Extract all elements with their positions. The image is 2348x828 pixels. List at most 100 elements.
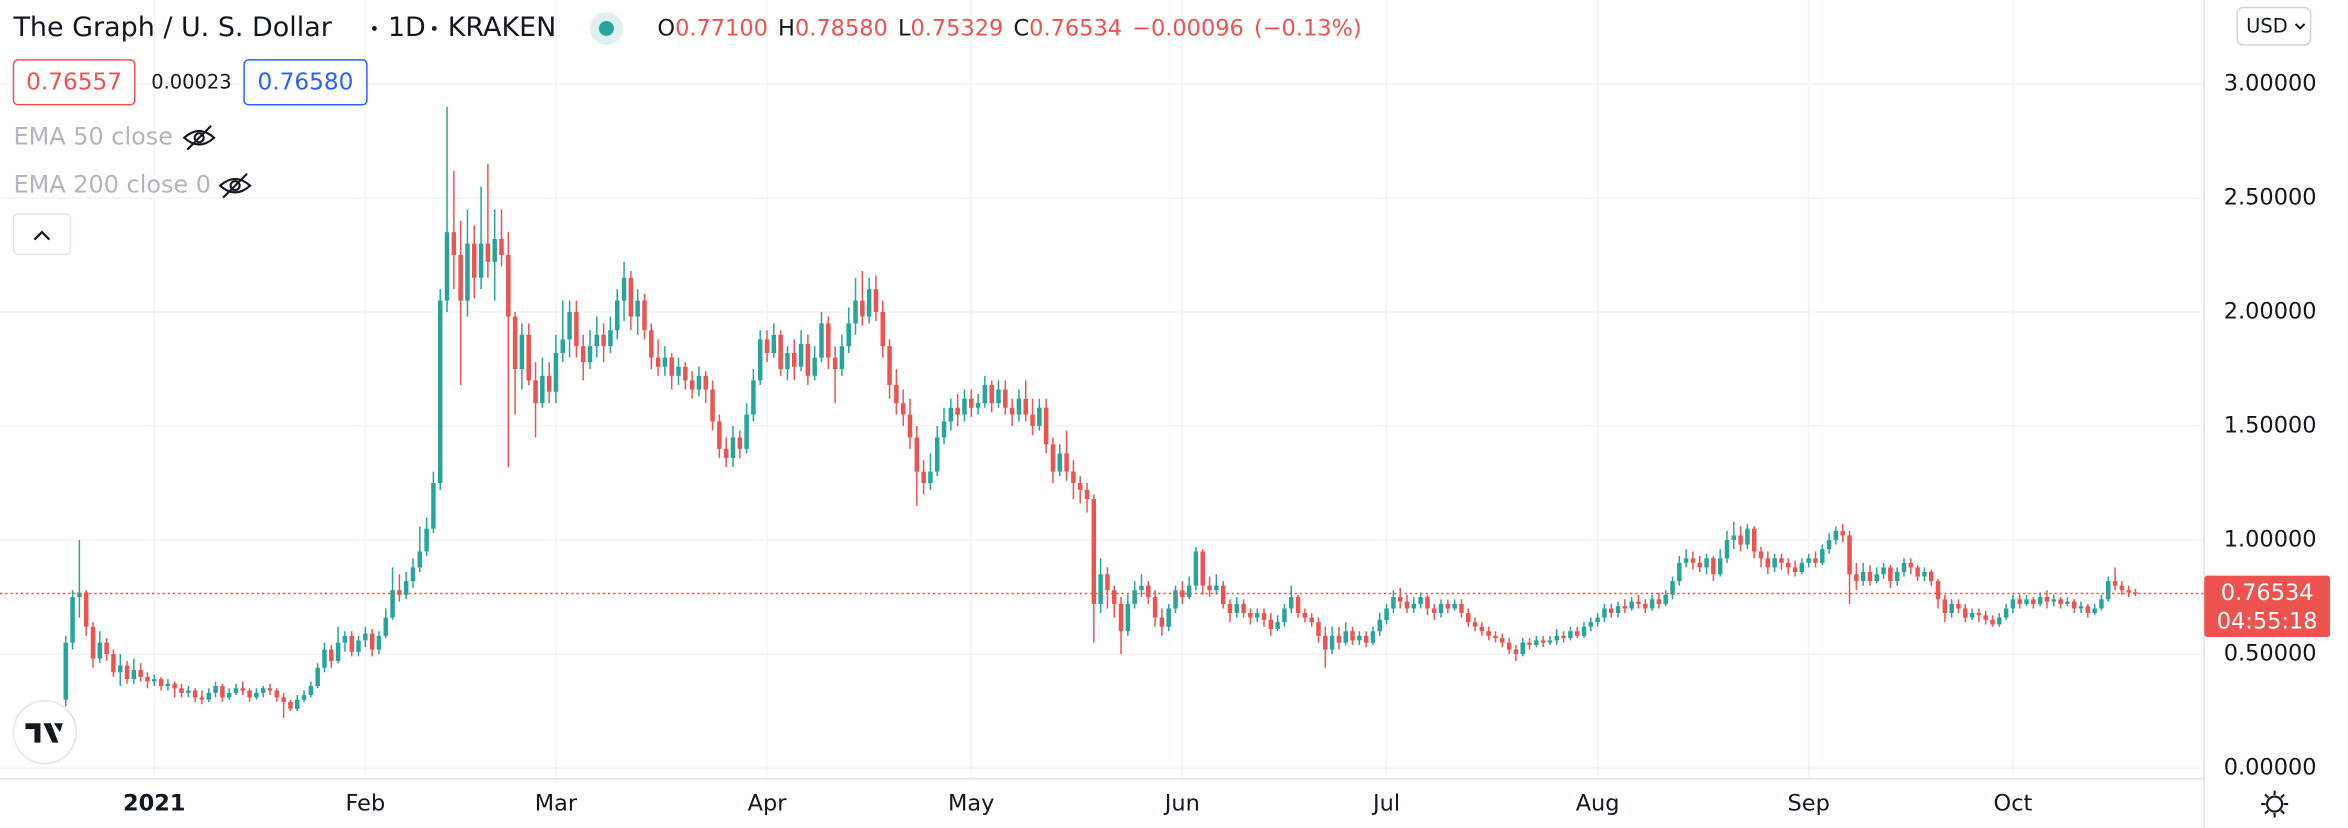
- candle-body: [771, 334, 777, 354]
- candle-body: [1486, 631, 1491, 636]
- candle-body: [785, 353, 790, 369]
- candle-body: [431, 483, 436, 529]
- candle-body: [812, 357, 817, 376]
- candle-body: [410, 567, 416, 582]
- candle-body: [2031, 599, 2036, 604]
- y-tick-label: 3.00000: [2224, 70, 2317, 96]
- candle-body: [2051, 599, 2057, 602]
- y-tick-label: 2.50000: [2224, 184, 2317, 210]
- candle-body: [1867, 571, 1873, 582]
- candle-body: [580, 346, 586, 363]
- candle-body: [199, 697, 205, 700]
- candle-body: [397, 590, 402, 595]
- candle-body: [260, 688, 266, 693]
- ohlc-key: C: [1013, 15, 1029, 41]
- candle-body: [1915, 567, 1920, 577]
- candle-body: [567, 311, 572, 340]
- logo[interactable]: [12, 699, 78, 765]
- hide-icon[interactable]: [182, 125, 216, 151]
- candle-body: [1643, 603, 1648, 609]
- bid-box[interactable]: [12, 59, 136, 106]
- candle-body: [1377, 619, 1383, 632]
- candle-body: [233, 688, 239, 693]
- candle-body: [1166, 608, 1171, 627]
- candle-body: [417, 551, 423, 568]
- candle-body: [1050, 444, 1056, 472]
- candle-body: [737, 437, 743, 449]
- candle-body: [308, 685, 314, 696]
- currency-button[interactable]: [2236, 6, 2312, 46]
- candle-body: [2037, 597, 2043, 604]
- candle-body: [383, 617, 389, 636]
- candle-body: [594, 334, 600, 347]
- candle-body: [390, 590, 395, 618]
- candle-body: [1724, 540, 1730, 559]
- hide-icon[interactable]: [218, 172, 252, 199]
- candle-body: [574, 311, 579, 347]
- exchange: KRAKEN: [448, 12, 557, 43]
- candle-body: [2078, 606, 2084, 609]
- x-tick-label: 2021: [123, 791, 186, 817]
- candle-body: [2010, 599, 2016, 609]
- ohlc-key: O: [657, 15, 675, 41]
- candle-body: [1323, 635, 1328, 650]
- y-tick-label: 0.50000: [2224, 641, 2317, 667]
- candle-body: [506, 254, 511, 317]
- candle-body: [1820, 549, 1825, 563]
- candle-body: [1554, 635, 1560, 641]
- candle-body: [642, 300, 647, 331]
- candle-body: [540, 375, 545, 404]
- candle-body: [1404, 601, 1410, 609]
- collapse-button[interactable]: [12, 213, 72, 256]
- candle-body: [900, 403, 906, 415]
- candle-body: [934, 437, 940, 472]
- candle-body: [376, 635, 382, 650]
- candle-body: [1431, 608, 1437, 614]
- candle-body: [635, 300, 640, 317]
- candle-body: [1663, 594, 1668, 604]
- candle-body: [1826, 540, 1832, 550]
- candle-body: [1043, 407, 1049, 445]
- candle-body: [1343, 631, 1348, 643]
- candle-body: [342, 635, 348, 643]
- candle-body: [1493, 635, 1498, 639]
- candle-body: [1806, 558, 1811, 563]
- candle-body: [1370, 631, 1376, 643]
- candle-body: [485, 243, 491, 262]
- candle-body: [1186, 585, 1192, 598]
- candle-body: [1357, 635, 1362, 641]
- candle-body: [608, 330, 613, 347]
- candle-body: [349, 635, 354, 652]
- countdown: 04:55:18: [2217, 609, 2318, 635]
- chevron-down: [2294, 23, 2306, 30]
- candle-body: [1159, 617, 1165, 627]
- ohlc-legend: O0.77100 H0.78580 L0.75329 C0.76534 −0.0…: [657, 15, 1361, 41]
- candle-body: [989, 384, 994, 404]
- candle-body: [1833, 530, 1839, 541]
- candle-body: [1963, 608, 1968, 618]
- candle-body: [1711, 558, 1716, 575]
- candle-body: [267, 688, 273, 691]
- candle-body: [451, 232, 457, 255]
- candle-body: [1016, 398, 1022, 415]
- candle-body: [880, 311, 886, 347]
- settings-icon[interactable]: [2261, 790, 2289, 818]
- ask-box[interactable]: [243, 59, 368, 106]
- candle-body: [1125, 603, 1131, 632]
- candle-body: [1540, 640, 1546, 643]
- candle-body: [465, 243, 470, 301]
- candle-body: [819, 323, 824, 358]
- candle-body: [1568, 631, 1573, 639]
- candle-body: [165, 683, 171, 686]
- candle-body: [1874, 574, 1880, 582]
- candle-body: [1234, 603, 1240, 614]
- candle-body: [662, 357, 668, 367]
- candle-body: [220, 685, 225, 698]
- candle-body: [921, 471, 926, 484]
- ohlc-value: 0.75329: [910, 15, 1003, 41]
- candle-body: [478, 243, 484, 278]
- candle-body: [1200, 551, 1205, 586]
- candle-body: [1282, 608, 1287, 623]
- market-status-dot: [598, 20, 614, 36]
